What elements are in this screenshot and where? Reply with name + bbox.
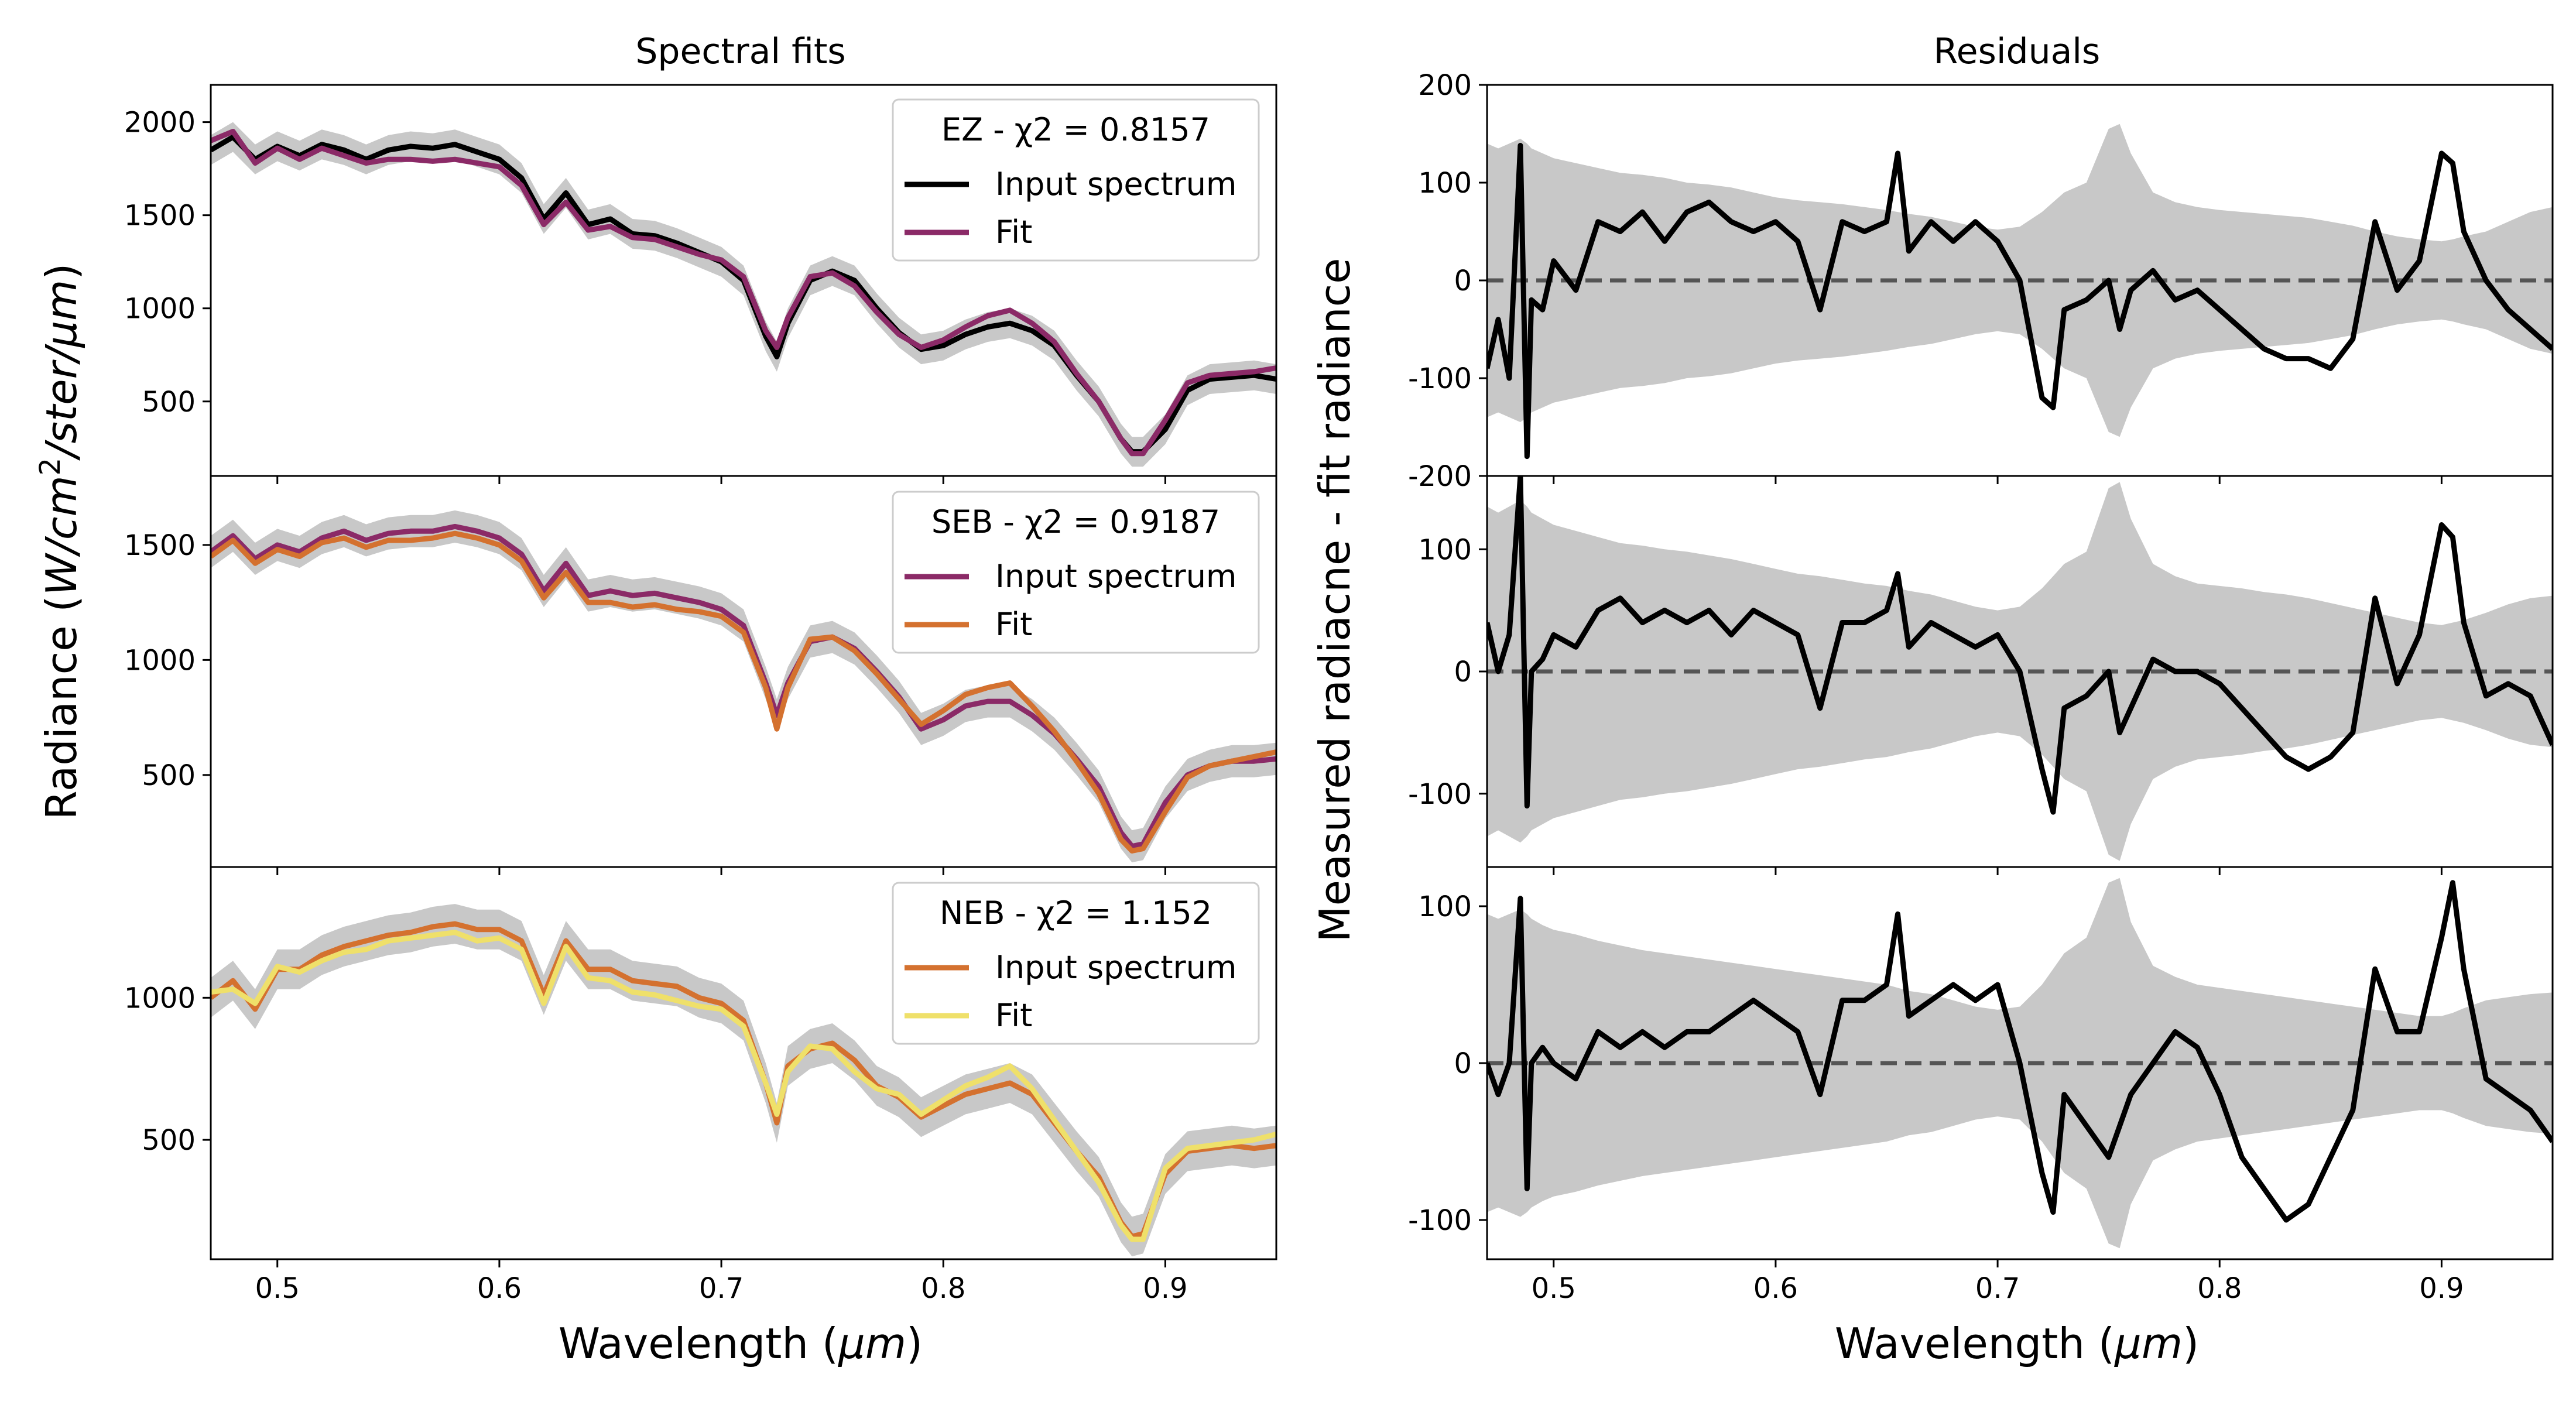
series-line-2 bbox=[211, 530, 1276, 854]
x-tick-label: 0.6 bbox=[477, 1272, 522, 1305]
panel-5: -100 0 100 bbox=[1408, 475, 2554, 875]
legend: NEB - χ2 = 1.152 Input spectrum Fit bbox=[892, 882, 1260, 1045]
plot-area bbox=[1487, 878, 2553, 1249]
y-tick-label: 500 bbox=[142, 759, 196, 792]
right-x-label-main: Wavelength ( bbox=[1835, 1319, 2115, 1368]
series-line-2 bbox=[211, 129, 1276, 457]
right-y-axis-label: Measured radiacne - fit radiance bbox=[1310, 258, 1359, 943]
right-x-label-close: ) bbox=[2183, 1319, 2199, 1368]
y-tick-label: 100 bbox=[1418, 533, 1472, 566]
y-tick-label: 1500 bbox=[124, 200, 196, 232]
legend-box bbox=[892, 882, 1260, 1045]
uncertainty-band bbox=[211, 904, 1276, 1257]
plot-area bbox=[211, 904, 1276, 1257]
left-y-label-main: Radiance ( bbox=[37, 596, 86, 820]
legend-label-1: Input spectrum bbox=[995, 558, 1237, 595]
legend-label-2: Fit bbox=[995, 214, 1032, 251]
x-tick-label: 0.9 bbox=[2419, 1272, 2464, 1305]
legend-label-1: Input spectrum bbox=[995, 949, 1237, 986]
panel-1: 500 1000 1500 2000 EZ - χ2 = 0.8157 Input spe… bbox=[124, 84, 1277, 484]
x-tick-label: 0.9 bbox=[1143, 1272, 1187, 1305]
legend-label-2: Fit bbox=[995, 606, 1032, 643]
legend-box bbox=[892, 98, 1260, 262]
series-line-2 bbox=[211, 930, 1276, 1242]
plot-area bbox=[1487, 476, 2553, 861]
panel-4: -200 -100 0 100 200 bbox=[1408, 69, 2554, 493]
legend-title: NEB - χ2 = 1.152 bbox=[940, 895, 1212, 931]
y-tick-label: 1500 bbox=[124, 529, 196, 562]
y-tick-label: 500 bbox=[142, 1124, 196, 1157]
series-line-1 bbox=[1487, 880, 2553, 1223]
y-tick-label: 1000 bbox=[124, 644, 196, 677]
y-tick-label: -200 bbox=[1408, 460, 1472, 493]
x-tick-label: 0.6 bbox=[1753, 1272, 1798, 1305]
y-tick-label: -100 bbox=[1408, 778, 1472, 811]
left-panel-title: Spectral fits bbox=[635, 31, 845, 72]
plot-area bbox=[211, 122, 1276, 467]
x-tick-label: 0.8 bbox=[921, 1272, 965, 1305]
left-x-label-mu: μm bbox=[838, 1319, 906, 1368]
y-tick-label: 200 bbox=[1418, 69, 1472, 102]
plot-area bbox=[1487, 124, 2553, 460]
legend: SEB - χ2 = 0.9187 Input spectrum Fit bbox=[892, 491, 1260, 654]
y-tick-label: -100 bbox=[1408, 1204, 1472, 1237]
panel-frame bbox=[210, 866, 1277, 1260]
legend-title: EZ - χ2 = 0.8157 bbox=[941, 111, 1210, 148]
y-tick-label: 100 bbox=[1418, 167, 1472, 200]
left-x-axis-label: Wavelength (μm) bbox=[559, 1319, 923, 1368]
panel-3: 0.5 0.6 0.7 0.8 0.9 500 1000 NEB - χ2 = 1.152 In… bbox=[124, 866, 1277, 1305]
left-y-label-close: ) bbox=[37, 263, 86, 280]
x-tick-label: 0.7 bbox=[699, 1272, 744, 1305]
y-tick-label: 100 bbox=[1418, 890, 1472, 923]
left-y-label-unit: W/cm bbox=[37, 475, 86, 595]
series-line-1 bbox=[1487, 476, 2553, 815]
right-x-label-mu: μm bbox=[2114, 1319, 2183, 1368]
series-line-1 bbox=[1487, 143, 2553, 460]
panel-6: 0.5 0.6 0.7 0.8 0.9 -100 0 100 bbox=[1408, 866, 2554, 1305]
uncertainty-band bbox=[211, 122, 1276, 467]
y-tick-label: 0 bbox=[1454, 1047, 1472, 1080]
y-tick-label: -100 bbox=[1408, 362, 1472, 395]
left-y-label-mu: μm bbox=[37, 280, 86, 348]
legend-box bbox=[892, 491, 1260, 654]
legend-title: SEB - χ2 = 0.9187 bbox=[931, 503, 1220, 540]
panel-2: 500 1000 1500 SEB - χ2 = 0.9187 Input spectr… bbox=[124, 475, 1277, 875]
legend: EZ - χ2 = 0.8157 Input spectrum Fit bbox=[892, 98, 1260, 262]
y-tick-label: 500 bbox=[142, 386, 196, 419]
x-tick-label: 0.5 bbox=[255, 1272, 300, 1305]
y-tick-label: 1000 bbox=[124, 982, 196, 1015]
y-tick-label: 1000 bbox=[124, 293, 196, 325]
plot-area bbox=[211, 510, 1276, 863]
y-tick-label: 0 bbox=[1454, 265, 1472, 297]
x-tick-label: 0.5 bbox=[1532, 1272, 1576, 1305]
legend-label-2: Fit bbox=[995, 997, 1032, 1034]
left-x-label-main: Wavelength ( bbox=[559, 1319, 838, 1368]
left-y-label-sup: 2 bbox=[34, 458, 67, 476]
left-y-label-unit2: /ster/ bbox=[37, 344, 86, 461]
left-y-axis-label: Radiance (W/cm2/ster/μm) bbox=[34, 263, 86, 820]
x-tick-label: 0.7 bbox=[1975, 1272, 2020, 1305]
right-panel-title: Residuals bbox=[1934, 31, 2101, 72]
y-tick-label: 0 bbox=[1454, 656, 1472, 688]
x-tick-label: 0.8 bbox=[2197, 1272, 2242, 1305]
right-x-axis-label: Wavelength (μm) bbox=[1835, 1319, 2199, 1368]
legend-label-1: Input spectrum bbox=[995, 166, 1237, 203]
left-x-label-close: ) bbox=[906, 1319, 923, 1368]
y-tick-label: 2000 bbox=[124, 107, 196, 139]
